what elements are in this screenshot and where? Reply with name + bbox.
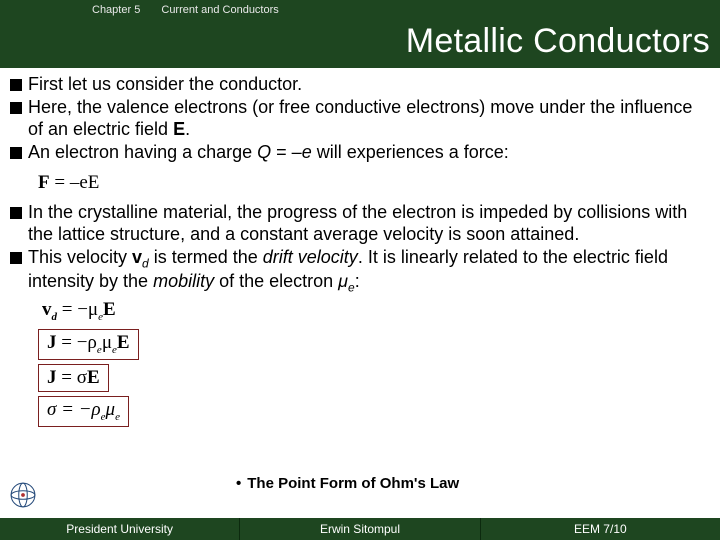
bullet-text: Here, the valence electrons (or free con…: [28, 97, 710, 141]
footer-left: President University: [0, 518, 240, 540]
page-title: Metallic Conductors: [406, 22, 710, 61]
square-bullet-icon: [10, 252, 22, 264]
footer-mid: Erwin Sitompul: [240, 518, 480, 540]
section-label: Current and Conductors: [161, 4, 278, 16]
equation-J1: J = −ρeμeE: [38, 329, 139, 360]
point-form-label: •The Point Form of Ohm's Law: [236, 475, 459, 492]
square-bullet-icon: [10, 79, 22, 91]
header-bar: Chapter 5 Current and Conductors Metalli…: [0, 0, 720, 68]
chapter-label: Chapter 5: [92, 4, 140, 16]
bullet-item: First let us consider the conductor.: [10, 74, 710, 96]
bullet-item: This velocity vd is termed the drift vel…: [10, 247, 710, 295]
university-logo-icon: [6, 478, 40, 512]
bullet-text: An electron having a charge Q = –e will …: [28, 142, 710, 164]
footer-right: EEM 7/10: [481, 518, 720, 540]
equation-vd: vd = −μeE: [38, 297, 710, 325]
breadcrumb: Chapter 5 Current and Conductors: [92, 4, 279, 16]
bullet-item: An electron having a charge Q = –e will …: [10, 142, 710, 164]
bullet-text: First let us consider the conductor.: [28, 74, 710, 96]
square-bullet-icon: [10, 207, 22, 219]
equation-J2: J = σE: [38, 364, 109, 393]
bullet-item: In the crystalline material, the progres…: [10, 202, 710, 246]
footer-bar: President University Erwin Sitompul EEM …: [0, 518, 720, 540]
equation-force: F = –eE: [10, 165, 710, 198]
square-bullet-icon: [10, 102, 22, 114]
bullet-text: In the crystalline material, the progres…: [28, 202, 710, 246]
equation-stack: vd = −μeE J = −ρeμeE J = σE σ = −ρeμe: [10, 297, 710, 431]
equation-sigma: σ = −ρeμe: [38, 396, 129, 427]
content-body: First let us consider the conductor. Her…: [0, 68, 720, 431]
bullet-item: Here, the valence electrons (or free con…: [10, 97, 710, 141]
square-bullet-icon: [10, 147, 22, 159]
bullet-text: This velocity vd is termed the drift vel…: [28, 247, 710, 295]
